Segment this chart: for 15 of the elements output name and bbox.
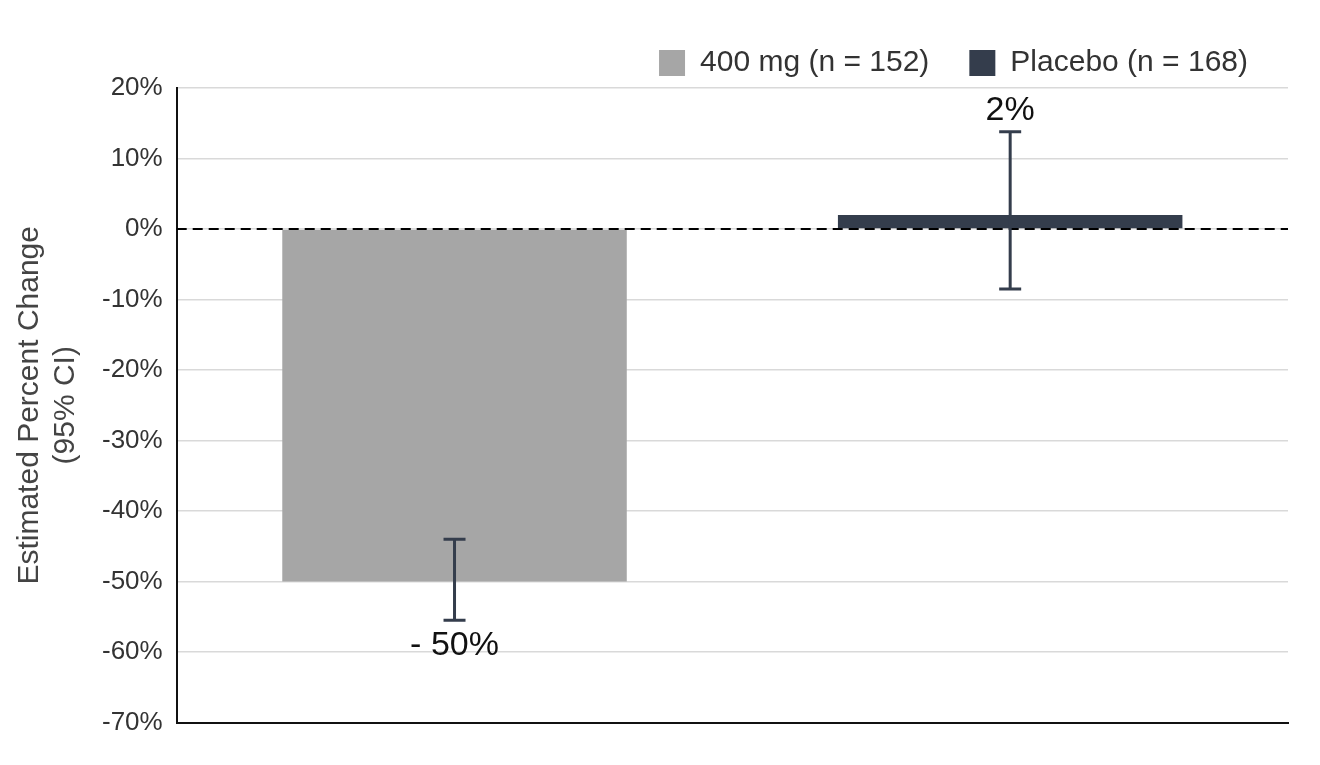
y-tick-label: -20%	[101, 353, 163, 384]
y-tick-label: 0%	[125, 212, 163, 243]
y-tick-label: -50%	[101, 564, 163, 595]
data-label: 2%	[985, 89, 1035, 128]
y-tick-label: 10%	[110, 141, 163, 172]
y-tick-label: -30%	[101, 423, 163, 454]
y-tick-label: -70%	[101, 705, 163, 736]
y-tick-label: -10%	[101, 282, 163, 313]
y-axis-title: Estimated Percent Change (95% CI)	[11, 226, 81, 585]
data-label: - 50%	[410, 623, 499, 662]
y-tick-label: 20%	[110, 71, 163, 102]
legend-label: Placebo (n = 168)	[1010, 44, 1248, 78]
y-tick-label: -40%	[101, 494, 163, 525]
y-tick-label: -60%	[101, 635, 163, 666]
legend-label: 400 mg (n = 152)	[700, 44, 930, 78]
